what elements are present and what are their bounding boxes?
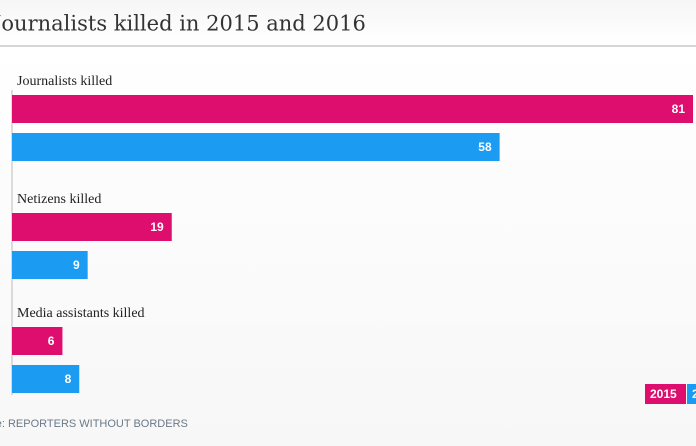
legend-swatch <box>687 384 696 404</box>
bar <box>12 95 693 123</box>
value-label: 6 <box>48 334 55 348</box>
value-label: 9 <box>73 258 80 272</box>
category-label: Journalists killed <box>17 74 112 89</box>
source: Source: REPORTERS WITHOUT BORDERS <box>0 418 188 430</box>
value-label: 81 <box>672 102 686 116</box>
legend-label: 2016 <box>692 387 696 401</box>
bar <box>12 251 88 279</box>
bar <box>12 365 80 393</box>
category-label: Media assistants killed <box>17 306 145 321</box>
value-label: 58 <box>478 140 492 154</box>
bar <box>12 133 500 161</box>
chart-title: Journalists killed in 2015 and 2016 <box>0 12 366 36</box>
category-label: Netizens killed <box>17 192 101 207</box>
legend-swatch <box>645 384 686 404</box>
value-label: 8 <box>65 372 72 386</box>
legend-label: 2015 <box>650 387 677 401</box>
value-label: 19 <box>150 220 164 234</box>
bar <box>12 327 63 355</box>
bar <box>12 213 172 241</box>
